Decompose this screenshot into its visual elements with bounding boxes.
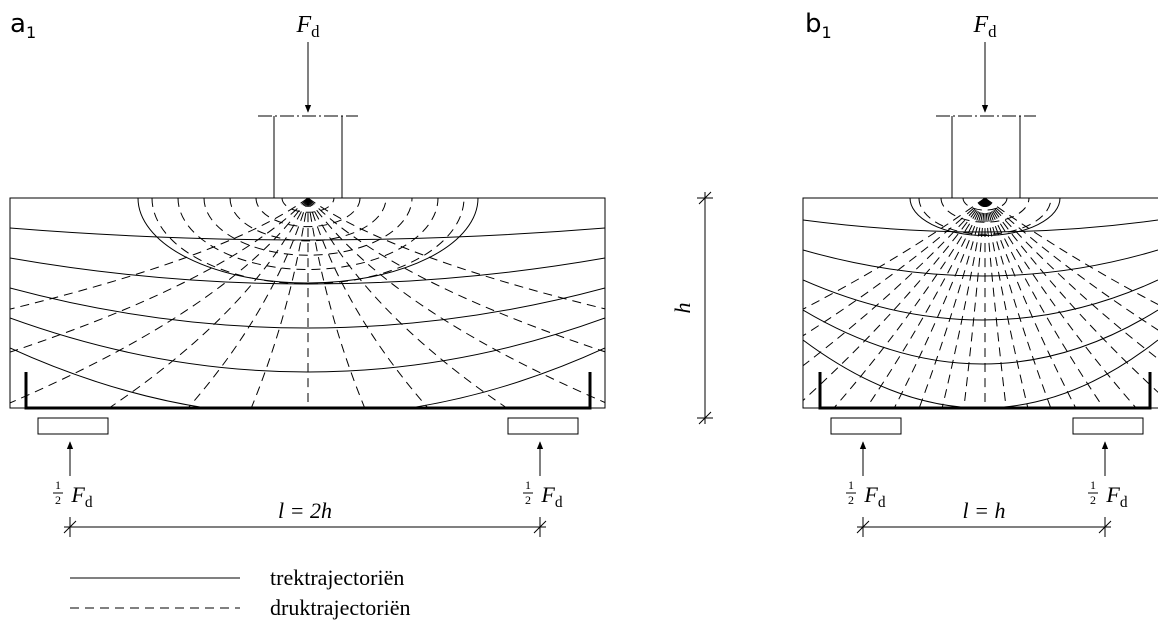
compression-trajectory — [307, 198, 429, 408]
line — [63, 520, 77, 534]
line — [1098, 520, 1112, 534]
compression-trajectory — [10, 198, 309, 310]
symbol: F — [70, 482, 85, 507]
compression-trajectory — [803, 198, 986, 337]
legend-text: trektrajectoriën — [270, 565, 404, 590]
compression-trajectory — [307, 198, 605, 404]
compression-ring — [177, 198, 439, 270]
fraction-den: 2 — [55, 493, 61, 507]
compression-ring — [203, 198, 413, 256]
fraction-num: 1 — [525, 478, 531, 492]
compression-trajectory — [984, 198, 1158, 360]
fraction-num: 1 — [1090, 478, 1096, 492]
symbol: F — [1105, 482, 1120, 507]
force-label: Fd — [972, 12, 997, 41]
support-pad — [830, 417, 902, 435]
compression-trajectory — [918, 198, 986, 408]
fraction-den: 2 — [1090, 493, 1096, 507]
compression-ring — [281, 198, 335, 213]
compression-trajectory — [941, 198, 986, 408]
compression-trajectory — [984, 198, 1158, 306]
span-label: l = h — [963, 498, 1006, 523]
line — [698, 191, 712, 205]
fraction-den: 2 — [848, 493, 854, 507]
compression-trajectory — [984, 198, 1158, 393]
subscript: d — [555, 494, 563, 511]
force-label: Fd — [70, 482, 92, 511]
compression-trajectory — [108, 198, 309, 408]
symbol: F — [295, 12, 311, 38]
subscript: d — [311, 22, 320, 41]
symbol: F — [540, 482, 555, 507]
fraction-den: 2 — [525, 493, 531, 507]
tension-trajectory — [803, 249, 1158, 277]
line — [533, 520, 547, 534]
force-label: Fd — [863, 482, 885, 511]
reinforcement — [818, 372, 1152, 410]
tension-trajectory — [803, 219, 1158, 233]
tension-trajectory — [10, 227, 605, 241]
compression-ring — [229, 198, 387, 242]
force-label: Fd — [295, 12, 320, 41]
compression-trajectory — [10, 198, 309, 353]
beam — [802, 197, 1158, 409]
tension-trajectory — [803, 309, 1158, 365]
subscript: d — [988, 22, 997, 41]
tension-trajectory — [10, 257, 605, 285]
legend-text: druktrajectoriën — [270, 595, 411, 620]
tension-arc — [137, 198, 479, 284]
tension-trajectory — [803, 279, 1158, 321]
line — [698, 411, 712, 425]
compression-trajectory — [984, 198, 1137, 408]
height-label: h — [670, 303, 695, 314]
compression-trajectory — [10, 198, 309, 404]
symbol: F — [863, 482, 878, 507]
fraction-num: 1 — [55, 478, 61, 492]
compression-ring — [962, 198, 1008, 211]
compression-trajectory — [803, 198, 986, 402]
compression-trajectory — [187, 198, 309, 408]
panel-label: a1 — [10, 9, 36, 42]
compression-trajectory — [984, 198, 1077, 408]
compression-trajectory — [307, 198, 366, 408]
panel-label: b1 — [805, 9, 832, 42]
symbol: F — [972, 12, 988, 38]
compression-trajectory — [250, 198, 309, 408]
compression-trajectory — [833, 198, 986, 408]
label: b — [805, 9, 822, 39]
support-pad — [507, 417, 579, 435]
force-label: Fd — [1105, 482, 1127, 511]
label-subscript: 1 — [26, 23, 36, 42]
tension-trajectory — [10, 347, 605, 408]
compression-trajectory — [984, 198, 1029, 408]
support-pad — [37, 417, 109, 435]
compression-trajectory — [893, 198, 986, 408]
subscript: d — [85, 494, 93, 511]
label: a — [10, 9, 26, 39]
line — [856, 520, 870, 534]
compression-trajectory — [307, 198, 605, 310]
compression-trajectory — [803, 198, 986, 310]
label-subscript: 1 — [822, 23, 832, 42]
support-pad — [1072, 417, 1144, 435]
compression-trajectory — [984, 198, 1158, 331]
compression-ring — [255, 198, 361, 228]
fraction-num: 1 — [848, 478, 854, 492]
trajectories — [803, 198, 1158, 408]
span-label: l = 2h — [278, 498, 332, 523]
subscript: d — [1120, 494, 1128, 511]
trajectories — [10, 198, 605, 408]
compression-trajectory — [803, 198, 986, 367]
reinforcement — [24, 372, 592, 410]
compression-trajectory — [307, 198, 508, 408]
force-label: Fd — [540, 482, 562, 511]
tension-trajectory — [10, 287, 605, 329]
compression-ring — [940, 198, 1030, 223]
subscript: d — [878, 494, 886, 511]
compression-trajectory — [307, 198, 605, 353]
